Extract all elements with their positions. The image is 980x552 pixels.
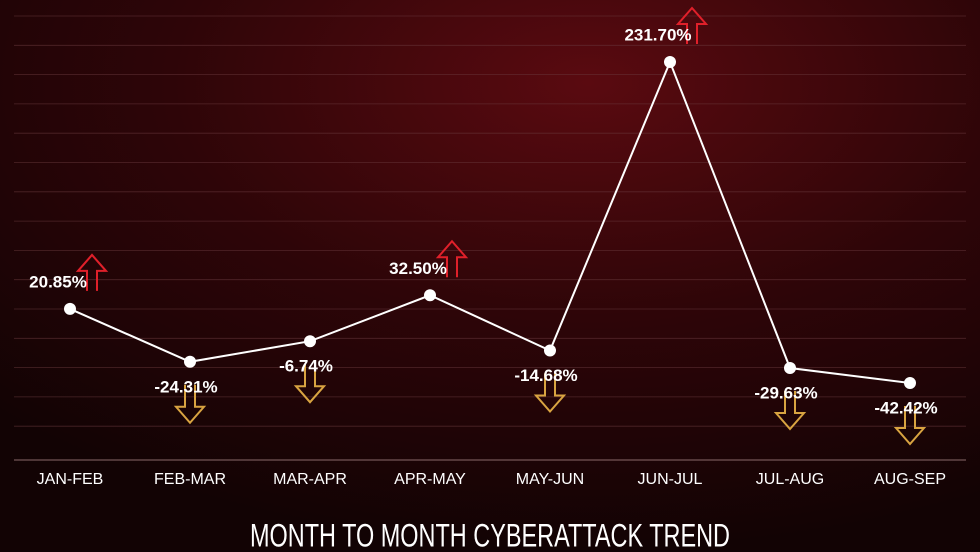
chart-title: MONTH TO MONTH CYBERATTACK TREND [250,517,730,552]
value-label: -14.68% [514,366,577,385]
value-label: -42.42% [874,398,937,417]
x-tick-label: JUL-AUG [756,471,824,488]
up-arrow [75,253,109,291]
x-tick-label: APR-MAY [394,471,466,488]
point [64,302,76,315]
down-arrow [533,373,567,414]
down-arrow [773,391,807,431]
up-arrow [675,6,709,44]
value-label: -24.31% [154,377,217,396]
x-tick-label: AUG-SEP [874,471,946,488]
point [664,56,676,68]
value-label: 20.85% [29,272,87,291]
down-arrow [293,364,327,404]
point [784,362,796,375]
x-tick-label: FEB-MAR [154,471,226,488]
x-tick-label: MAY-JUN [516,471,584,488]
point [424,289,436,302]
down-arrow [173,384,207,425]
point [184,355,196,368]
value-label: -6.74% [279,357,333,376]
point [904,377,916,389]
x-tick-label: JUN-JUL [638,471,703,488]
x-tick-label: JAN-FEB [37,471,104,488]
point [544,344,556,357]
up-arrow [435,239,469,278]
down-arrow [893,406,927,446]
value-label: -29.63% [754,384,817,403]
value-label: 32.50% [389,259,447,278]
grid [14,15,966,427]
x-tick-label: MAR-APR [273,471,347,488]
value-label: 231.70% [624,25,691,44]
trend-line [69,59,911,384]
point [304,335,316,348]
